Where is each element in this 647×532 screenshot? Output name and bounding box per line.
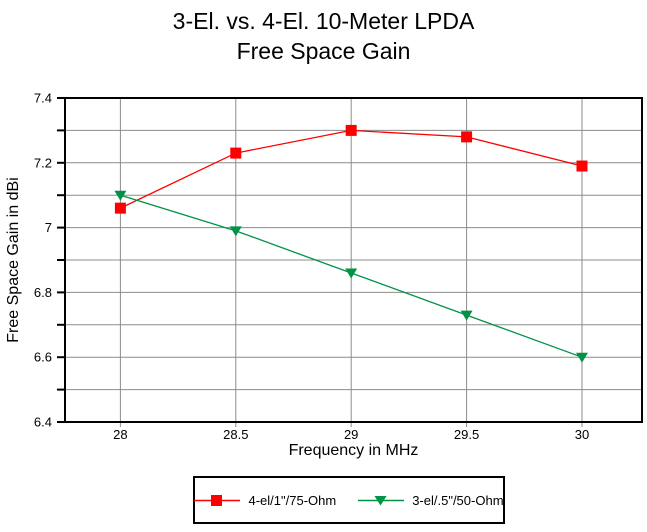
legend-entry-4el: 4-el/1"/75-Ohm bbox=[194, 493, 336, 508]
data-point-square bbox=[345, 124, 357, 136]
data-point-square bbox=[230, 147, 242, 159]
x-tick-label: 28.5 bbox=[223, 427, 248, 442]
legend-entry-3el: 3-el/.5"/50-Ohm bbox=[358, 492, 504, 508]
chart-title-line2: Free Space Gain bbox=[236, 38, 411, 64]
red-square-marker-icon bbox=[194, 493, 241, 507]
data-point-triangle bbox=[114, 190, 127, 201]
y-tick-label: 7 bbox=[45, 220, 52, 235]
chart-title-line1: 3-El. vs. 4-El. 10-Meter LPDA bbox=[172, 8, 475, 34]
x-axis-title: Frequency in MHz bbox=[288, 442, 419, 459]
green-triangle-marker-icon bbox=[358, 493, 405, 507]
data-point-square bbox=[576, 160, 588, 172]
data-point-square bbox=[114, 202, 126, 214]
x-tick-label: 28 bbox=[113, 427, 127, 442]
data-point-square bbox=[461, 131, 473, 143]
legend-label-4el: 4-el/1"/75-Ohm bbox=[248, 492, 337, 508]
data-point-triangle bbox=[460, 310, 473, 321]
chart-title: 3-El. vs. 4-El. 10-Meter LPDA Free Space… bbox=[0, 6, 647, 66]
y-tick-label: 6.8 bbox=[34, 285, 52, 300]
legend-label-3el: 3-el/.5"/50-Ohm bbox=[412, 492, 504, 508]
data-point-triangle bbox=[229, 226, 242, 237]
x-tick-label: 30 bbox=[575, 427, 589, 442]
y-tick-label: 7.2 bbox=[34, 155, 52, 170]
y-tick-label: 7.4 bbox=[34, 91, 52, 106]
y-tick-label: 6.6 bbox=[34, 350, 52, 365]
x-tick-label: 29 bbox=[344, 427, 358, 442]
legend: 4-el/1"/75-Ohm 3-el/.5"/50-Ohm bbox=[193, 476, 505, 524]
y-tick-label: 6.4 bbox=[34, 415, 52, 430]
x-tick-label: 29.5 bbox=[454, 427, 479, 442]
data-point-triangle bbox=[575, 352, 588, 363]
data-point-triangle bbox=[345, 268, 358, 279]
